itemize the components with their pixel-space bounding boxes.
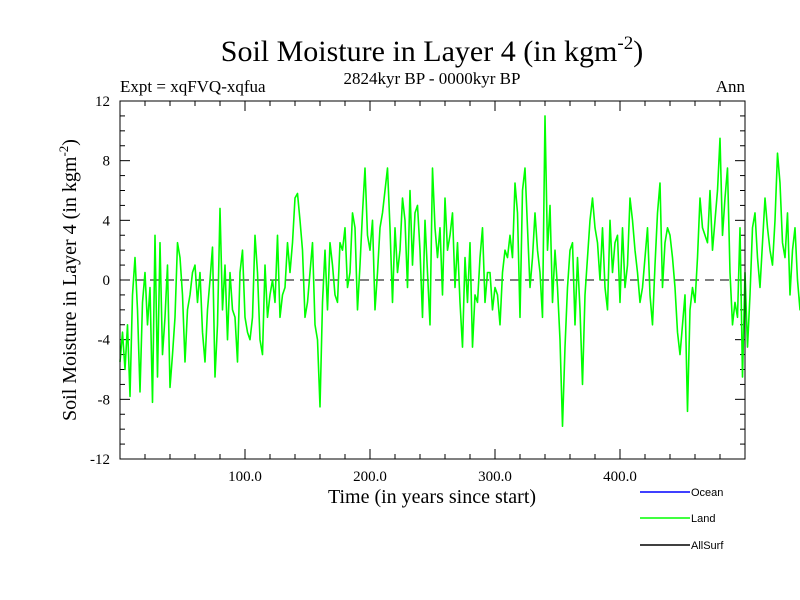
y-tick-label: -8 [98,392,111,408]
legend: Ocean Land AllSurf [640,487,724,552]
x-tick-label: 100.0 [228,469,262,485]
series-line-land [119,115,800,428]
expt-label: Expt = xqFVQ-xqfua [120,77,266,96]
y-tick-label: 8 [103,154,111,170]
x-tick-label: 400.0 [603,469,637,485]
y-tick-label: 4 [103,213,111,229]
chart-title-close: ) [633,35,643,68]
chart-title: Soil Moisture in Layer 4 (in kgm-2) [221,33,643,68]
chart-title-superscript: -2 [617,33,633,54]
y-tick-label: -12 [90,452,110,468]
chart-title-main: Soil Moisture in Layer 4 (in kgm [221,35,618,68]
y-axis-label: Soil Moisture in Layer 4 (in kgm-2) [56,139,81,421]
y-tick-label: -4 [98,333,111,349]
legend-label-ocean: Ocean [691,487,723,499]
plot-frame [119,100,746,460]
y-tick-label: 12 [95,94,110,110]
y-tick-label: 0 [103,273,111,289]
y-axis-label-close: ) [59,139,81,146]
y-axis-label-superscript: -2 [56,146,71,157]
legend-label-allsurf: AllSurf [691,540,724,552]
season-label: Ann [716,77,746,96]
x-axis-label: Time (in years since start) [328,486,536,508]
x-tick-label: 200.0 [353,469,387,485]
y-axis-label-main: Soil Moisture in Layer 4 (in kgm [59,156,81,421]
legend-label-land: Land [691,513,715,525]
chart-subtitle: 2824kyr BP - 0000kyr BP [344,69,521,88]
x-tick-label: 300.0 [478,469,512,485]
axis-tick-labels: 100.0 200.0 300.0 400.0 -12 -8 -4 0 4 8 12 [90,94,637,485]
